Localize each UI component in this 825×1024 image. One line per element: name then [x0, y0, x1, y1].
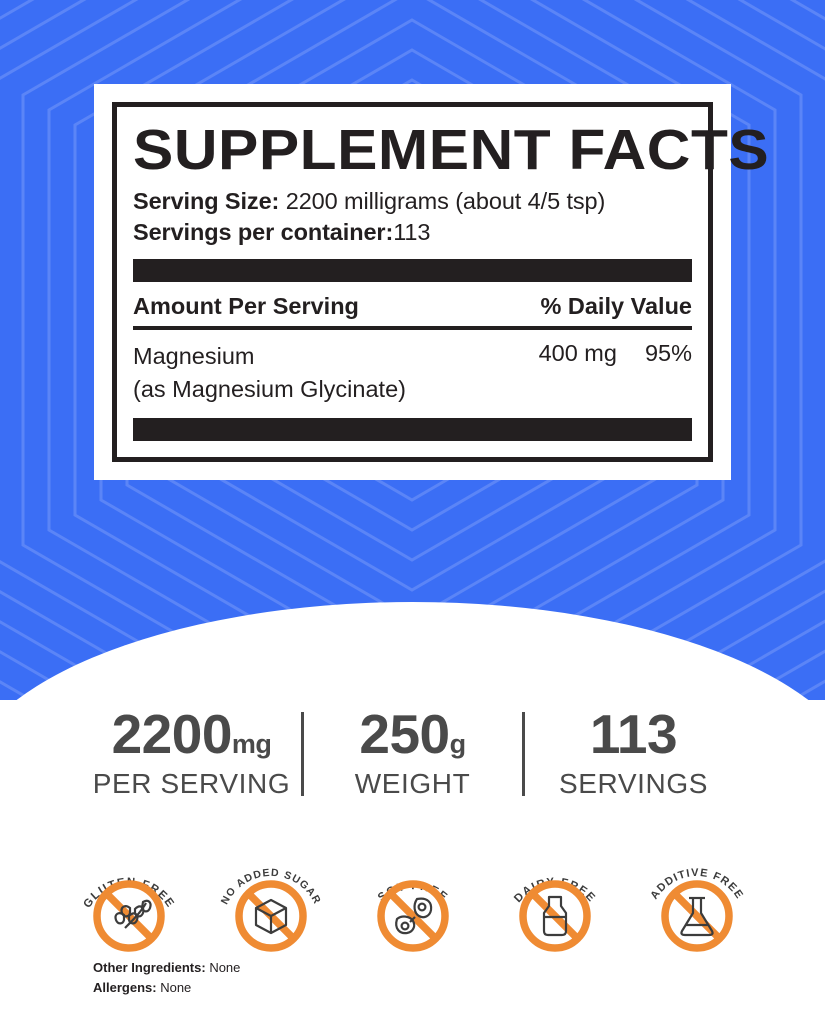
- stat-value: 250: [359, 703, 450, 765]
- stat-servings: 113 SERVINGS: [525, 703, 743, 800]
- table-header-rule: [133, 325, 692, 330]
- stat-divider: [300, 712, 304, 796]
- other-ingredients-value: None: [209, 960, 241, 975]
- certification-badges: GLUTEN FREE NO ADDED SUGAR: [0, 848, 825, 958]
- page-title: SUPPLEMENT FACTS: [133, 118, 770, 182]
- soy-bean-icon: [394, 897, 432, 935]
- prohibition-circle: [376, 880, 449, 952]
- nutrient-name-group: Magnesium (as Magnesium Glycinate): [133, 340, 406, 407]
- stat-value: 113: [589, 703, 678, 765]
- table-row: Magnesium (as Magnesium Glycinate) 400 m…: [133, 330, 692, 407]
- stat-weight: 250g WEIGHT: [304, 703, 522, 800]
- nutrient-amount: 400 mg: [538, 339, 617, 366]
- prohibition-circle: [518, 880, 591, 952]
- stat-label: PER SERVING: [92, 767, 291, 799]
- stat-value-group: 113: [525, 703, 743, 765]
- prohibition-circle: [660, 880, 733, 952]
- allergens-value: None: [160, 980, 192, 996]
- allergens-line: Allergens: None: [93, 978, 240, 998]
- other-ingredients-label: Other Ingredients:: [93, 960, 206, 975]
- stat-label: SERVINGS: [559, 767, 708, 799]
- servings-per-container-line: Servings per container:113: [133, 219, 692, 246]
- servings-per-container-label: Servings per container:: [133, 218, 394, 245]
- daily-value-header: % Daily Value: [540, 292, 692, 319]
- nutrient-source: (as Magnesium Glycinate): [133, 376, 406, 403]
- badge-no-added-sugar: NO ADDED SUGAR: [218, 867, 322, 952]
- footer-notes: Other Ingredients: None Allergens: None: [93, 958, 240, 998]
- prohibition-circle: [234, 880, 307, 952]
- divider-bar-bottom: [133, 418, 692, 442]
- serving-size-line: Serving Size: 2200 milligrams (about 4/5…: [133, 188, 692, 215]
- nutrient-value-group: 400 mg 95%: [539, 340, 692, 367]
- supplement-facts-border: SUPPLEMENT FACTS Serving Size: 2200 mill…: [112, 102, 769, 463]
- prohibition-slash: [387, 890, 438, 942]
- badge-soy-free: SOY FREE: [375, 880, 449, 952]
- nutrient-daily-value: 95%: [644, 339, 692, 366]
- wheat-icon: [113, 899, 152, 929]
- badge-dairy-free: DAIRY FREE: [512, 876, 596, 952]
- stat-unit: mg: [231, 729, 272, 759]
- sugar-cube-icon: [254, 898, 287, 935]
- other-ingredients-line: Other Ingredients: None: [93, 958, 240, 978]
- stat-divider: [521, 712, 525, 796]
- stat-label: WEIGHT: [354, 767, 471, 799]
- serving-size-value: 2200 milligrams (about 4/5 tsp): [285, 187, 606, 214]
- badge-additive-free: ADDITIVE FREE: [648, 867, 744, 952]
- stat-unit: g: [449, 729, 467, 759]
- table-header-row: Amount Per Serving % Daily Value: [133, 282, 692, 326]
- nutrient-name: Magnesium: [133, 342, 255, 369]
- badge-gluten-free: GLUTEN FREE: [81, 876, 175, 952]
- product-stats-row: 2200mg PER SERVING 250g WEIGHT 113 SERVI…: [0, 703, 825, 800]
- stat-per-serving: 2200mg PER SERVING: [83, 703, 301, 800]
- amount-per-serving-header: Amount Per Serving: [133, 292, 359, 319]
- allergens-label: Allergens:: [93, 980, 157, 996]
- divider-bar-top: [133, 258, 692, 282]
- serving-size-label: Serving Size:: [133, 187, 280, 214]
- supplement-facts-card: SUPPLEMENT FACTS Serving Size: 2200 mill…: [94, 84, 769, 481]
- prohibition-circle: [92, 880, 165, 952]
- servings-per-container-value: 113: [393, 218, 431, 245]
- flask-icon: [679, 896, 714, 937]
- stat-value-group: 2200mg: [83, 703, 301, 765]
- stat-value-group: 250g: [304, 703, 522, 765]
- stat-value: 2200: [111, 703, 233, 765]
- milk-bottle-icon: [542, 895, 567, 937]
